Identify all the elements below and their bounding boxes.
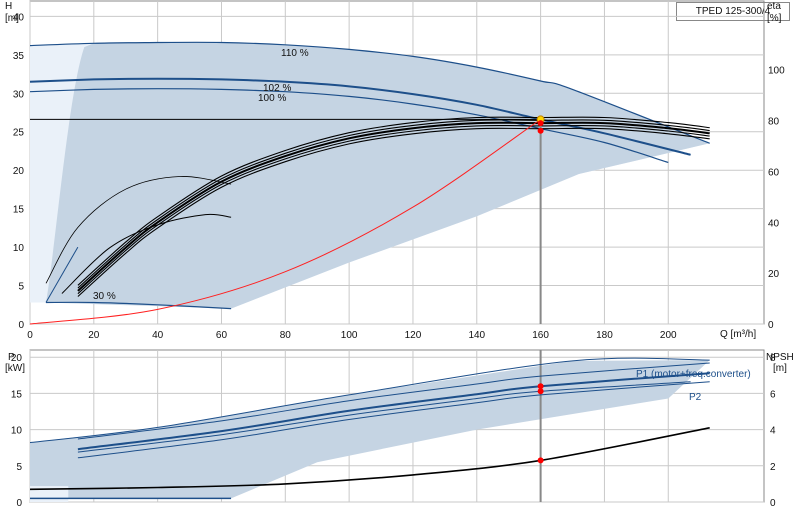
head-axis-label: H [5,1,12,12]
eta-axis-label: eta [767,1,781,12]
legend-p1: P1 (motor+freq.converter) [636,369,751,380]
head-tick-label: 10 [13,243,25,254]
eta-curve [77,127,710,297]
head-tick-label: 5 [18,282,24,293]
eta-marker [537,120,544,127]
eta-tick-label: 100 [768,66,785,77]
eta-tick-label: 80 [768,117,780,128]
eta-tick-label: 60 [768,167,780,178]
flow-axis-label: Q [m³/h] [720,329,756,340]
npsh-axis-unit: [m] [773,363,787,374]
eta-tick-label: 40 [768,218,780,229]
system-curve [29,118,541,325]
label-110-percent: 110 % [281,48,309,59]
x-tick-label: 0 [27,330,33,341]
x-tick-label: 120 [405,330,422,341]
curve-100-percent [29,88,669,164]
npsh-tick-label: 2 [770,462,776,473]
power-tick-label: 5 [16,462,22,473]
power-marker [537,383,544,390]
p1-curve [77,362,710,440]
x-tick-label: 180 [596,330,613,341]
head-tick-label: 35 [13,51,25,62]
head-tick-label: 15 [13,205,25,216]
head-envelope [46,42,710,309]
power-axis-label: P [8,352,15,363]
npsh-axis-label: NPSH [766,352,794,363]
curve-110-percent [29,41,710,144]
npsh-tick-label: 8 [770,353,776,364]
envelope-left-edge [45,246,79,303]
head-tick-label: 25 [13,128,25,139]
curve-30-percent [45,301,232,310]
head-tick-label: 20 [13,166,25,177]
power-envelope-top [29,357,710,444]
power-axis-unit: [kW] [5,363,25,374]
x-tick-label: 40 [152,330,164,341]
head-tick-label: 40 [13,12,25,23]
npsh-tick-label: 4 [770,426,776,437]
npsh-marker [537,457,544,464]
label-100-percent: 100 % [258,93,286,104]
p1-curve [77,381,710,459]
eta-tick-label: 0 [768,320,774,331]
label-102-percent: 102 % [263,83,291,94]
power-tick-label: 0 [16,498,22,509]
x-tick-label: 160 [532,330,549,341]
power-tick-label: 15 [11,389,23,400]
eta-curve [77,116,710,286]
x-tick-label: 100 [341,330,358,341]
npsh-curve [29,427,710,491]
eta-curve-partial [61,213,232,294]
eta-marker [537,127,544,134]
legend-p2: P2 [689,392,702,403]
x-tick-label: 140 [468,330,485,341]
npsh-tick-label: 6 [770,389,776,400]
eta-curve-partial [45,176,232,284]
head-tick-label: 0 [18,320,24,331]
head-axis-unit: [m] [5,13,19,24]
x-tick-label: 20 [88,330,100,341]
npsh-tick-label: 0 [770,498,776,509]
power-marker [537,388,544,395]
eta-tick-label: 20 [768,269,780,280]
eta-curve [77,124,710,295]
x-tick-label: 60 [216,330,228,341]
label-30-percent: 30 % [93,291,116,302]
p2-curve [77,381,691,453]
x-tick-label: 80 [280,330,292,341]
eta-curve [77,121,710,292]
eta-axis-unit: [%] [767,13,782,24]
power-tick-label: 10 [11,426,23,437]
head-tick-label: 30 [13,89,25,100]
power-tick-label: 20 [11,353,23,364]
eta-curve [77,119,710,289]
x-tick-label: 200 [660,330,677,341]
p1-curve [77,372,710,451]
